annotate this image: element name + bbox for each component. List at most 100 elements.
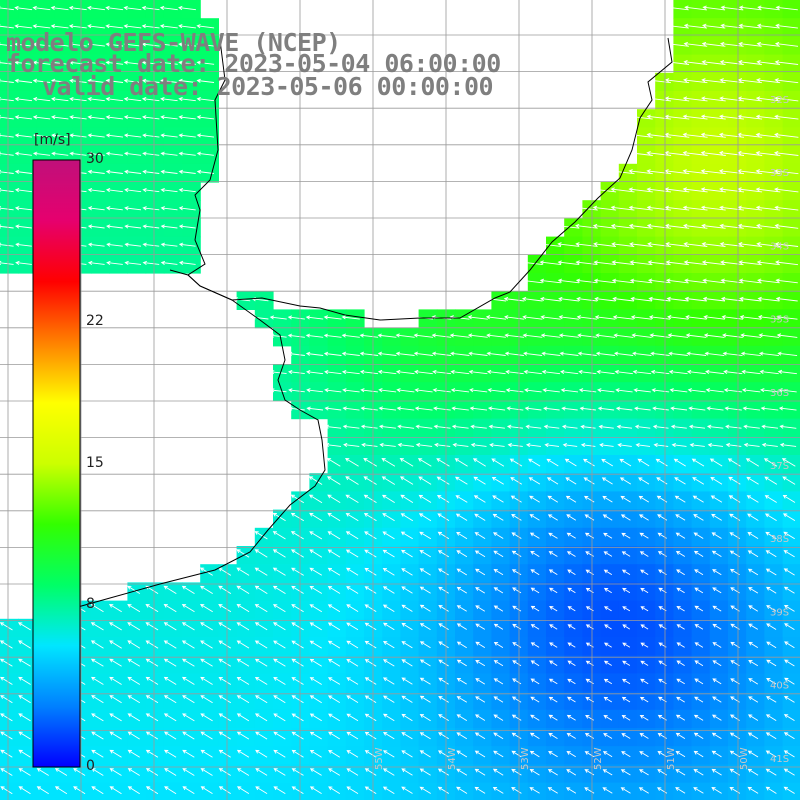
wind-arrow (142, 260, 160, 265)
wind-arrow (622, 606, 631, 612)
field-cell (782, 709, 800, 729)
lat-label: 39S (770, 607, 789, 618)
wind-arrow (775, 23, 798, 29)
wind-arrow (305, 333, 324, 338)
wind-arrow (740, 333, 762, 338)
lon-label: 55W (374, 747, 385, 770)
wind-arrow (525, 424, 542, 429)
wind-arrow (622, 624, 631, 630)
wind-arrow (436, 476, 450, 485)
wind-arrow (489, 442, 505, 448)
wind-arrow (742, 406, 761, 411)
wind-arrow (145, 695, 159, 704)
wind-arrow (236, 549, 250, 558)
wind-arrow (291, 585, 304, 594)
lon-label: 50W (739, 747, 750, 770)
wind-arrow (720, 296, 744, 302)
wind-arrow (529, 787, 540, 794)
wind-arrow (621, 715, 631, 721)
wind-arrow (200, 622, 213, 631)
wind-arrow (254, 585, 268, 594)
wind-arrow (109, 713, 122, 722)
wind-arrow (273, 731, 286, 740)
wind-arrow (378, 424, 396, 429)
wind-arrow (646, 114, 672, 120)
wind-arrow (309, 549, 323, 558)
wind-arrow (105, 187, 123, 193)
wind-arrow (548, 569, 558, 575)
wind-arrow (620, 787, 631, 794)
wind-arrow (141, 42, 160, 47)
wind-arrow (456, 678, 467, 685)
wind-arrow (722, 333, 743, 338)
lat-label: 32S (770, 95, 789, 106)
wind-arrow (181, 676, 195, 685)
wind-arrow (287, 333, 305, 338)
colorbar-unit: [m/s] (34, 132, 71, 148)
wind-arrow (142, 242, 160, 247)
wind-arrow (712, 569, 722, 576)
wind-arrow (558, 315, 579, 320)
wind-arrow (218, 677, 232, 685)
field-cell (691, 782, 711, 800)
wind-arrow (739, 296, 762, 302)
wind-arrow (548, 551, 558, 557)
wind-arrow (36, 786, 49, 795)
wind-arrow (364, 586, 377, 594)
wind-arrow (328, 768, 341, 776)
wind-arrow (774, 223, 799, 229)
wind-arrow (530, 678, 540, 685)
wind-arrow (437, 568, 449, 576)
wind-arrow (123, 115, 142, 120)
wind-arrow (493, 623, 504, 630)
wind-arrow (123, 96, 142, 102)
wind-arrow (776, 333, 798, 338)
wind-arrow (255, 768, 268, 776)
wind-arrow (382, 695, 395, 703)
wind-arrow (757, 5, 780, 11)
colorbar-tick-label: 22 (86, 312, 104, 329)
wind-arrow (87, 96, 105, 102)
wind-arrow (0, 78, 14, 83)
wind-arrow (182, 695, 195, 704)
wind-arrow (364, 659, 377, 667)
wind-arrow (452, 442, 469, 447)
wind-arrow (656, 477, 668, 485)
wind-arrow (359, 333, 379, 338)
wind-arrow (511, 768, 522, 776)
wind-arrow (665, 278, 689, 284)
wind-arrow (682, 187, 708, 193)
wind-arrow (512, 660, 522, 667)
wind-arrow (455, 513, 468, 521)
wind-arrow (622, 587, 631, 594)
wind-arrow (705, 369, 725, 375)
wind-arrow (757, 314, 780, 320)
wind-arrow (346, 604, 359, 612)
wind-arrow (328, 713, 341, 722)
wind-arrow (686, 351, 707, 356)
wind-arrow (684, 5, 707, 11)
wind-arrow (602, 751, 613, 758)
wind-arrow (682, 169, 708, 175)
wind-arrow (595, 351, 615, 356)
wind-arrow (163, 658, 177, 667)
wind-arrow (523, 369, 542, 375)
coastline (59, 37, 673, 613)
wind-arrow (0, 96, 14, 102)
wind-arrow (196, 115, 215, 120)
wind-arrow (106, 224, 123, 229)
wind-arrow (664, 205, 690, 211)
wind-arrow (720, 278, 744, 284)
wind-arrow (617, 442, 632, 448)
wind-arrow (159, 42, 178, 47)
field-cell (309, 782, 329, 800)
wind-arrow (628, 223, 653, 229)
wind-arrow (475, 568, 486, 576)
wind-arrow (142, 224, 160, 229)
wind-arrow (69, 151, 87, 156)
wind-arrow (306, 388, 324, 393)
wind-arrow (610, 187, 635, 193)
wind-arrow (236, 713, 250, 722)
wind-arrow (700, 132, 726, 138)
wind-arrow (584, 733, 595, 739)
